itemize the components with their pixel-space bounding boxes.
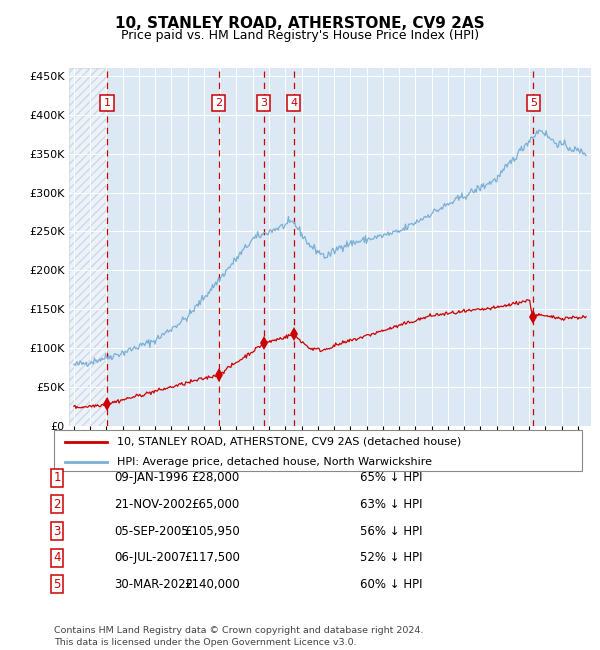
Text: 1: 1 [53,471,61,484]
Text: 65% ↓ HPI: 65% ↓ HPI [360,471,422,484]
Text: HPI: Average price, detached house, North Warwickshire: HPI: Average price, detached house, Nort… [118,457,433,467]
Text: 10, STANLEY ROAD, ATHERSTONE, CV9 2AS (detached house): 10, STANLEY ROAD, ATHERSTONE, CV9 2AS (d… [118,437,461,447]
Text: 2: 2 [53,498,61,511]
Text: 06-JUL-2007: 06-JUL-2007 [114,551,186,564]
Text: Contains HM Land Registry data © Crown copyright and database right 2024.
This d: Contains HM Land Registry data © Crown c… [54,626,424,647]
Text: 52% ↓ HPI: 52% ↓ HPI [360,551,422,564]
Text: 21-NOV-2002: 21-NOV-2002 [114,498,193,511]
Text: £65,000: £65,000 [192,498,240,511]
FancyBboxPatch shape [54,430,582,471]
Text: 56% ↓ HPI: 56% ↓ HPI [360,525,422,538]
Text: 5: 5 [53,578,61,591]
Text: 3: 3 [53,525,61,538]
Text: 60% ↓ HPI: 60% ↓ HPI [360,578,422,591]
Text: 10, STANLEY ROAD, ATHERSTONE, CV9 2AS: 10, STANLEY ROAD, ATHERSTONE, CV9 2AS [115,16,485,31]
Text: 5: 5 [530,98,537,108]
Text: £105,950: £105,950 [184,525,240,538]
Text: 3: 3 [260,98,268,108]
Text: 63% ↓ HPI: 63% ↓ HPI [360,498,422,511]
Text: 1: 1 [103,98,110,108]
Bar [69,68,107,426]
Text: £140,000: £140,000 [184,578,240,591]
Text: 2: 2 [215,98,222,108]
Text: £28,000: £28,000 [192,471,240,484]
Text: Price paid vs. HM Land Registry's House Price Index (HPI): Price paid vs. HM Land Registry's House … [121,29,479,42]
Text: 30-MAR-2022: 30-MAR-2022 [114,578,193,591]
Text: 05-SEP-2005: 05-SEP-2005 [114,525,188,538]
Text: 4: 4 [290,98,297,108]
Text: £117,500: £117,500 [184,551,240,564]
Text: 4: 4 [53,551,61,564]
Text: 09-JAN-1996: 09-JAN-1996 [114,471,188,484]
